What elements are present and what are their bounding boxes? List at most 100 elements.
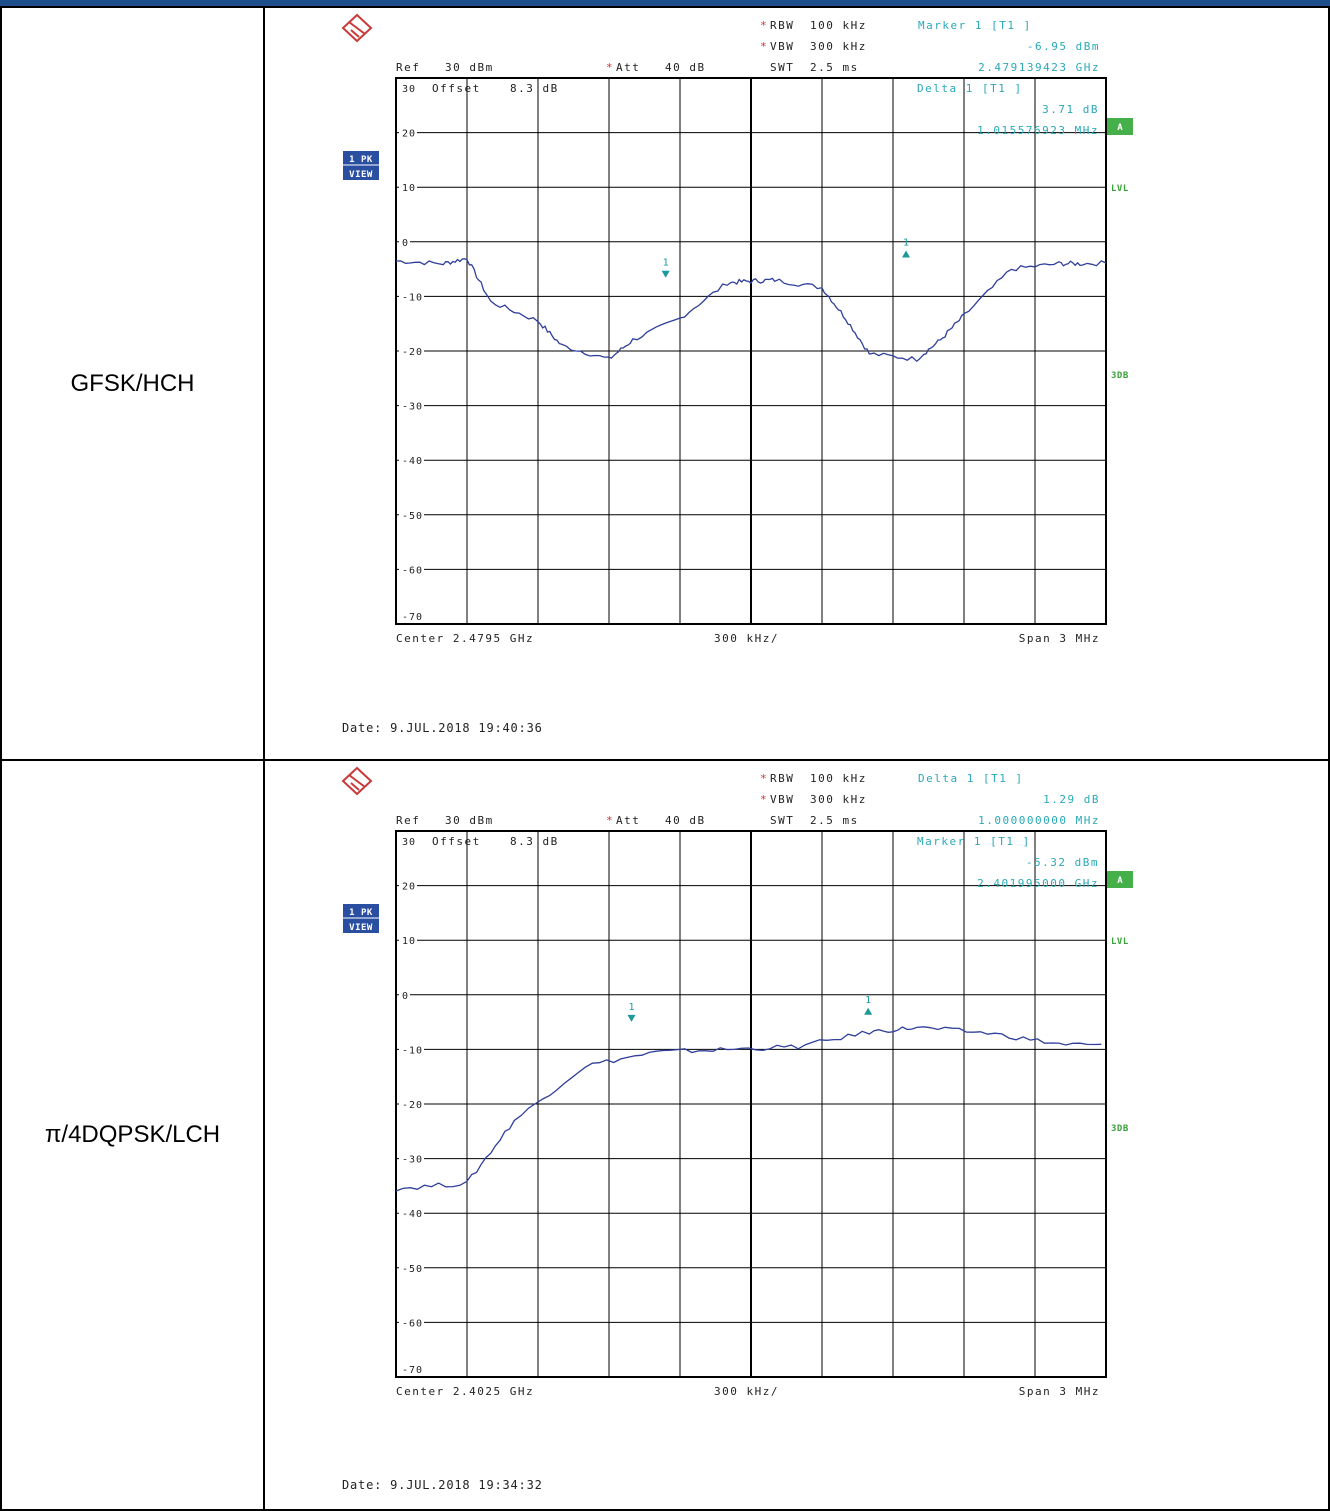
rs-logo-icon	[341, 13, 373, 43]
delta-marker-triangle	[864, 1007, 873, 1015]
y-tick-label: 30	[402, 84, 416, 95]
marker-label: 1	[663, 258, 669, 269]
trace-badge-label: 1 PK	[349, 155, 373, 165]
marker-label: 1	[903, 237, 909, 248]
db3-label: 3DB	[1111, 1124, 1129, 1134]
info-top-title: Marker 1 [T1 ]	[918, 19, 1032, 32]
y-tick-bg	[399, 1316, 424, 1329]
y-tick-bg	[399, 126, 417, 139]
a-badge	[1107, 118, 1133, 135]
swt-label: SWT	[770, 814, 794, 827]
y-tick-label: -10	[402, 1045, 423, 1056]
y-tick-label: -60	[402, 1318, 423, 1329]
info-top-title: Delta 1 [T1 ]	[918, 772, 1024, 785]
swt-label: SWT	[770, 61, 794, 74]
vbw-label: VBW	[770, 40, 794, 53]
plot-cell: * RBW 100 kHz * VBW 300 kHz SWT 2.5 ms Ref 30 dBm…	[263, 759, 1330, 1511]
y-tick-bg	[399, 345, 424, 357]
y-tick-label: 20	[402, 882, 416, 893]
att-value: 40 dB	[665, 61, 706, 74]
table-row: GFSK/HCH * RBW 100 kHz * VBW 300 kHz SWT 2.5 ms…	[0, 6, 1330, 761]
plot-frame	[395, 77, 1107, 625]
vbw-value: 300 kHz	[810, 793, 867, 806]
y-tick-label: -20	[402, 1100, 423, 1111]
info-top-freq: 1.000000000 MHz	[978, 814, 1100, 827]
trace-line	[395, 258, 1107, 363]
a-badge-label: A	[1117, 123, 1123, 133]
swt-value: 2.5 ms	[810, 61, 859, 74]
rbw-value: 100 kHz	[810, 772, 867, 785]
att-star: *	[606, 61, 613, 74]
mode-label: π/4DQPSK/LCH	[44, 1121, 221, 1148]
y-tick-bg	[399, 1207, 424, 1220]
y-tick-bg	[399, 235, 410, 248]
table-row: π/4DQPSK/LCH * RBW 100 kHz * VBW 300 kHz SWT 2.…	[0, 759, 1330, 1511]
trace-line	[395, 1026, 1102, 1192]
offset-value: 8.3 dB	[510, 82, 559, 95]
y-tick-label: -70	[402, 1365, 423, 1376]
y-tick-bg	[399, 290, 424, 303]
att-label: Att	[616, 814, 640, 827]
y-tick-label: 20	[402, 129, 416, 140]
info-top-value: -6.95 dBm	[1027, 40, 1100, 53]
info-inner-freq: 2.401995000 GHz	[977, 877, 1099, 890]
date-label: Date: 9.JUL.2018 19:34:32	[342, 1478, 543, 1492]
y-tick-label: -70	[402, 612, 423, 623]
y-tick-label: -50	[402, 511, 423, 522]
rbw-label: RBW	[770, 19, 794, 32]
offset-value: 8.3 dB	[510, 835, 559, 848]
marker-label: 1	[865, 995, 871, 1006]
y-tick-bg	[399, 1098, 424, 1110]
info-inner-value: -5.32 dBm	[1026, 856, 1099, 869]
center-freq-label: Center 2.4025 GHz	[396, 1385, 534, 1398]
att-label: Att	[616, 61, 640, 74]
delta-marker-triangle	[902, 250, 911, 258]
lvl-label: LVL	[1111, 937, 1129, 947]
span-label: Span 3 MHz	[1019, 632, 1100, 645]
y-tick-bg	[399, 1261, 424, 1274]
row-label-cell: π/4DQPSK/LCH	[0, 759, 265, 1511]
offset-label: Offset	[432, 835, 481, 848]
ref-label: Ref	[396, 814, 420, 827]
y-tick-bg	[399, 934, 417, 947]
vbw-value: 300 kHz	[810, 40, 867, 53]
info-top-freq: 2.479139423 GHz	[978, 61, 1100, 74]
trace-badge-label: 1 PK	[349, 908, 373, 918]
y-tick-label: 0	[402, 991, 409, 1002]
att-star: *	[606, 814, 613, 827]
rbw-value: 100 kHz	[810, 19, 867, 32]
plot-frame	[395, 830, 1107, 1378]
row-label-cell: GFSK/HCH	[0, 6, 265, 761]
center-freq-label: Center 2.4795 GHz	[396, 632, 534, 645]
y-tick-bg	[399, 563, 424, 576]
y-tick-label: -20	[402, 347, 423, 358]
y-tick-label: -60	[402, 565, 423, 576]
y-tick-label: -50	[402, 1264, 423, 1275]
mode-label: GFSK/HCH	[70, 369, 195, 397]
ref-value: 30 dBm	[445, 814, 494, 827]
y-tick-label: -30	[402, 402, 423, 413]
y-tick-bg	[399, 454, 424, 467]
rs-logo-icon	[341, 766, 373, 796]
db3-label: 3DB	[1111, 371, 1129, 381]
rbw-star: *	[760, 19, 767, 32]
info-inner-freq: 1.015576923 MHz	[977, 124, 1099, 137]
y-tick-bg	[399, 879, 417, 892]
view-badge-label: VIEW	[349, 923, 373, 933]
marker-label: 1	[628, 1002, 634, 1013]
marker-triangle	[661, 270, 670, 278]
vbw-star: *	[760, 40, 767, 53]
a-badge-label: A	[1117, 876, 1123, 886]
marker-triangle	[627, 1014, 636, 1022]
y-tick-bg	[399, 1152, 424, 1165]
y-tick-label: 30	[402, 837, 416, 848]
rbw-star: *	[760, 772, 767, 785]
vbw-label: VBW	[770, 793, 794, 806]
div-label: 300 kHz/	[714, 632, 779, 645]
view-badge-label: VIEW	[349, 170, 373, 180]
info-inner-value: 3.71 dB	[1042, 103, 1099, 116]
span-label: Span 3 MHz	[1019, 1385, 1100, 1398]
swt-value: 2.5 ms	[810, 814, 859, 827]
rbw-label: RBW	[770, 772, 794, 785]
